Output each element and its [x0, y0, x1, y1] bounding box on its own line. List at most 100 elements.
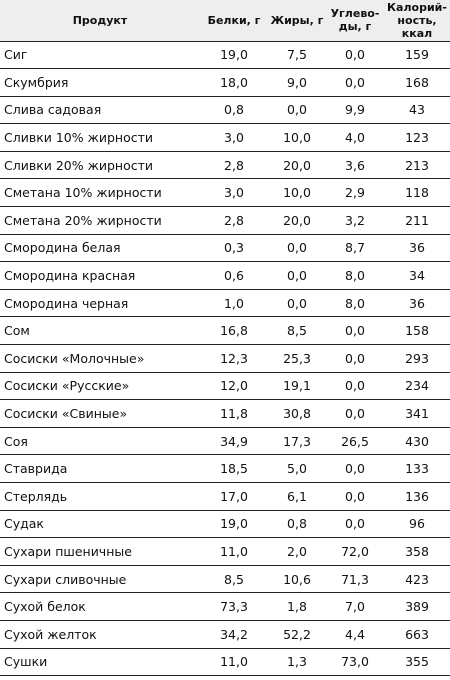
- cell-carbs: 0,0: [345, 378, 365, 394]
- cell-fat: 8,5: [287, 323, 307, 339]
- header-product: Продукт: [72, 13, 128, 27]
- table-row: Сметана 10% жирности 3,0 10,0 2,9 118: [0, 179, 450, 207]
- header-fat: Жиры, г: [270, 13, 324, 27]
- cell-product-name: Сухари пшеничные: [4, 543, 132, 559]
- cell-protein: 1,0: [224, 295, 244, 311]
- table-row: Судак 19,0 0,8 0,0 96: [0, 510, 450, 538]
- cell-calories: 43: [409, 102, 425, 118]
- cell-fat: 20,0: [283, 157, 311, 173]
- cell-calories: 133: [405, 461, 429, 477]
- cell-carbs: 7,0: [345, 599, 365, 615]
- cell-protein: 18,0: [220, 74, 248, 90]
- cell-fat: 25,3: [283, 350, 311, 366]
- cell-product-name: Сушки: [4, 654, 48, 670]
- cell-product-name: Сом: [4, 323, 30, 339]
- table-row: Стерлядь 17,0 6,1 0,0 136: [0, 483, 450, 511]
- cell-product-name: Смородина белая: [4, 240, 121, 256]
- table-row: Слива садовая 0,8 0,0 9,9 43: [0, 96, 450, 124]
- cell-carbs: 0,0: [345, 323, 365, 339]
- cell-calories: 430: [405, 433, 429, 449]
- table-row: Сухой белок 73,3 1,8 7,0 389: [0, 593, 450, 621]
- cell-product-name: Стерлядь: [4, 488, 68, 504]
- cell-carbs: 0,0: [345, 461, 365, 477]
- cell-carbs: 71,3: [341, 571, 369, 587]
- cell-product-name: Соя: [4, 433, 28, 449]
- cell-carbs: 0,0: [345, 406, 365, 422]
- table-row: Сосиски «Русские» 12,0 19,1 0,0 234: [0, 372, 450, 400]
- cell-fat: 0,8: [287, 516, 307, 532]
- header-protein: Белки, г: [207, 13, 261, 27]
- cell-carbs: 72,0: [341, 543, 369, 559]
- table-row: Сиг 19,0 7,5 0,0 159: [0, 41, 450, 69]
- cell-carbs: 73,0: [341, 654, 369, 670]
- cell-product-name: Слива садовая: [4, 102, 102, 118]
- table-row: Ставрида 18,5 5,0 0,0 133: [0, 455, 450, 483]
- cell-fat: 0,0: [287, 268, 307, 284]
- cell-protein: 34,9: [220, 433, 248, 449]
- cell-protein: 73,3: [220, 599, 248, 615]
- table-row: Сушки 11,0 1,3 73,0 355: [0, 648, 450, 676]
- cell-calories: 293: [405, 350, 429, 366]
- cell-carbs: 3,6: [345, 157, 365, 173]
- cell-product-name: Судак: [4, 516, 44, 532]
- header-carbs-line2: ды, г: [338, 20, 372, 34]
- table-row: Сливки 10% жирности 3,0 10,0 4,0 123: [0, 124, 450, 152]
- cell-product-name: Сметана 10% жирности: [4, 185, 162, 201]
- cell-product-name: Сухой белок: [4, 599, 86, 615]
- cell-protein: 3,0: [224, 130, 244, 146]
- cell-carbs: 4,4: [345, 626, 365, 642]
- cell-calories: 158: [405, 323, 429, 339]
- cell-carbs: 26,5: [341, 433, 369, 449]
- table-header: Продукт Белки, г Жиры, г Углево- ды, г К…: [0, 0, 450, 41]
- cell-calories: 423: [405, 571, 429, 587]
- cell-protein: 19,0: [220, 47, 248, 63]
- cell-product-name: Сосиски «Русские»: [4, 378, 130, 394]
- header-carbs: Углево- ды, г: [326, 0, 384, 41]
- cell-protein: 17,0: [220, 488, 248, 504]
- header-calories: Калорий- ность, ккал: [384, 0, 450, 41]
- cell-product-name: Сливки 20% жирности: [4, 157, 154, 173]
- cell-carbs: 8,0: [345, 268, 365, 284]
- cell-protein: 0,8: [224, 102, 244, 118]
- cell-carbs: 0,0: [345, 488, 365, 504]
- cell-protein: 2,8: [224, 157, 244, 173]
- cell-protein: 0,6: [224, 268, 244, 284]
- cell-protein: 19,0: [220, 516, 248, 532]
- table-row: Сом 16,8 8,5 0,0 158: [0, 317, 450, 345]
- cell-carbs: 8,7: [345, 240, 365, 256]
- cell-protein: 3,0: [224, 185, 244, 201]
- cell-fat: 19,1: [283, 378, 311, 394]
- cell-product-name: Смородина черная: [4, 295, 129, 311]
- cell-protein: 12,0: [220, 378, 248, 394]
- table-row: Скумбрия 18,0 9,0 0,0 168: [0, 69, 450, 97]
- cell-carbs: 0,0: [345, 47, 365, 63]
- cell-protein: 16,8: [220, 323, 248, 339]
- cell-fat: 10,0: [283, 185, 311, 201]
- cell-fat: 2,0: [287, 543, 307, 559]
- cell-calories: 34: [409, 268, 425, 284]
- cell-protein: 0,3: [224, 240, 244, 256]
- table-row: Сухой желток 34,2 52,2 4,4 663: [0, 620, 450, 649]
- cell-fat: 10,6: [283, 571, 311, 587]
- cell-calories: 355: [405, 654, 429, 670]
- cell-calories: 389: [405, 599, 429, 615]
- cell-product-name: Сосиски «Свиные»: [4, 406, 128, 422]
- cell-fat: 0,0: [287, 240, 307, 256]
- header-row: Продукт Белки, г Жиры, г Углево- ды, г К…: [0, 0, 450, 41]
- cell-protein: 11,0: [220, 543, 248, 559]
- table-row: Соя 34,9 17,3 26,5 430: [0, 427, 450, 455]
- cell-calories: 168: [405, 74, 429, 90]
- table-row: Смородина красная 0,6 0,0 8,0 34: [0, 262, 450, 290]
- cell-protein: 34,2: [220, 626, 248, 642]
- cell-product-name: Сметана 20% жирности: [4, 212, 162, 228]
- cell-protein: 18,5: [220, 461, 248, 477]
- cell-carbs: 0,0: [345, 516, 365, 532]
- cell-calories: 663: [405, 626, 429, 642]
- cell-carbs: 0,0: [345, 74, 365, 90]
- cell-calories: 123: [405, 130, 429, 146]
- cell-product-name: Сухой желток: [4, 626, 97, 642]
- cell-product-name: Сосиски «Молочные»: [4, 350, 145, 366]
- cell-fat: 0,0: [287, 295, 307, 311]
